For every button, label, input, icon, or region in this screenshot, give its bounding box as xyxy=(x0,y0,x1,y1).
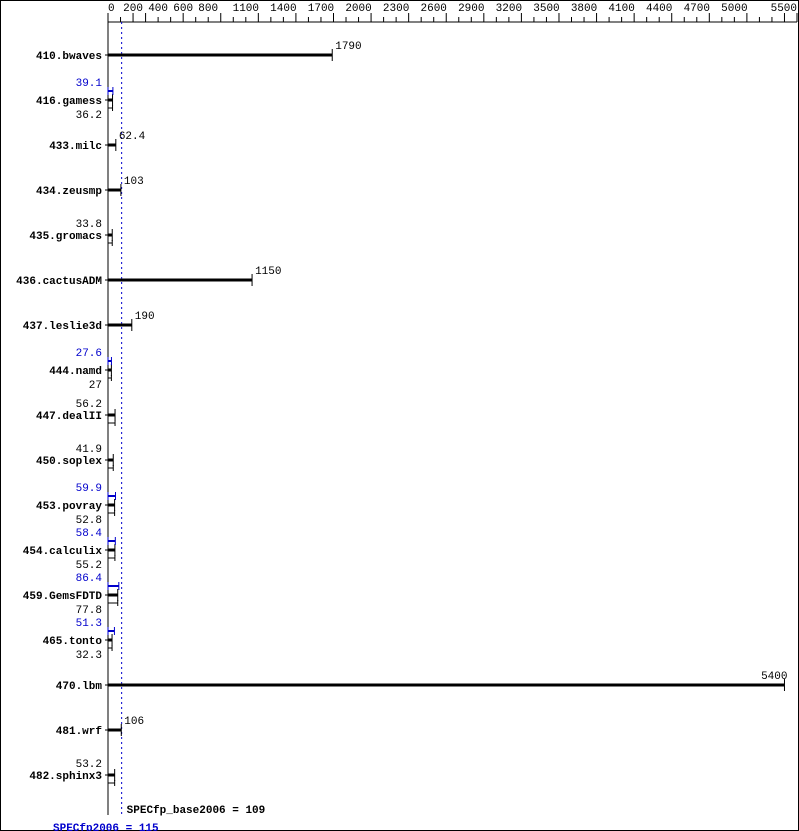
x-tick-label: 4700 xyxy=(684,3,710,15)
spec-benchmark-chart: 0 200 400 600 800 1100 1400 1700 2000 2300 2600 290… xyxy=(0,0,799,831)
x-tick-label: 5500 xyxy=(771,3,797,15)
x-tick-label: 5000 xyxy=(721,3,747,15)
base-value-label: 5400 xyxy=(761,671,787,683)
base-value-label: 36.2 xyxy=(76,110,102,122)
x-tick-label: 4100 xyxy=(608,3,634,15)
x-tick-label: 4400 xyxy=(646,3,672,15)
benchmark-label: 454.calculix xyxy=(23,546,103,558)
peak-value-label: 51.3 xyxy=(76,618,102,630)
peak-value-label: 58.4 xyxy=(76,528,103,540)
base-value-label: 190 xyxy=(135,311,155,323)
x-tick-label: 800 xyxy=(198,3,218,15)
base-value-label: 55.2 xyxy=(76,560,102,572)
x-tick-label: 1100 xyxy=(233,3,259,15)
base-value-label: 32.3 xyxy=(76,650,102,662)
x-tick-label: 1400 xyxy=(270,3,296,15)
base-value-label: 33.8 xyxy=(76,219,102,231)
base-value-label: 56.2 xyxy=(76,399,102,411)
x-tick-label: 400 xyxy=(148,3,168,15)
benchmark-label: 410.bwaves xyxy=(36,51,102,63)
peak-value-label: 27.6 xyxy=(76,348,102,360)
base-value-label: 1790 xyxy=(335,41,361,53)
base-value-label: 62.4 xyxy=(119,131,146,143)
summary-peak-label: SPECfp2006 = 115 xyxy=(53,823,159,831)
peak-value-label: 59.9 xyxy=(76,483,102,495)
base-value-label: 103 xyxy=(124,176,144,188)
benchmark-label: 481.wrf xyxy=(56,726,103,738)
benchmark-label: 435.gromacs xyxy=(29,231,102,243)
peak-value-label: 39.1 xyxy=(76,78,103,90)
x-tick-label: 3200 xyxy=(496,3,522,15)
benchmark-label: 433.milc xyxy=(49,141,102,153)
x-tick-label: 0 xyxy=(108,3,115,15)
benchmark-label: 447.dealII xyxy=(36,411,102,423)
benchmark-label: 444.namd xyxy=(49,366,102,378)
benchmark-label: 465.tonto xyxy=(43,636,103,648)
x-tick-label: 2900 xyxy=(458,3,484,15)
x-tick-label: 1700 xyxy=(308,3,334,15)
x-tick-label: 3800 xyxy=(571,3,597,15)
benchmark-label: 416.gamess xyxy=(36,96,102,108)
base-value-label: 53.2 xyxy=(76,759,102,771)
x-tick-label: 2300 xyxy=(383,3,409,15)
x-tick-label: 200 xyxy=(123,3,143,15)
base-value-label: 41.9 xyxy=(76,444,102,456)
x-tick-label: 600 xyxy=(173,3,193,15)
peak-value-label: 86.4 xyxy=(76,573,103,585)
benchmark-label: 437.leslie3d xyxy=(23,321,102,333)
base-value-label: 1150 xyxy=(255,266,281,278)
x-tick-label: 2600 xyxy=(421,3,447,15)
benchmark-label: 470.lbm xyxy=(56,681,103,693)
benchmark-label: 459.GemsFDTD xyxy=(23,591,103,603)
x-tick-label: 2000 xyxy=(345,3,371,15)
benchmark-label: 482.sphinx3 xyxy=(29,771,102,783)
benchmark-label: 436.cactusADM xyxy=(16,276,102,288)
base-value-label: 77.8 xyxy=(76,605,102,617)
benchmark-label: 453.povray xyxy=(36,501,102,513)
x-tick-label: 3500 xyxy=(533,3,559,15)
base-value-label: 106 xyxy=(124,716,144,728)
base-value-label: 52.8 xyxy=(76,515,102,527)
base-value-label: 27 xyxy=(89,380,102,392)
benchmark-label: 434.zeusmp xyxy=(36,186,102,198)
chart-border xyxy=(1,1,799,831)
summary-base-label: SPECfp_base2006 = 109 xyxy=(127,805,266,817)
benchmark-label: 450.soplex xyxy=(36,456,102,468)
